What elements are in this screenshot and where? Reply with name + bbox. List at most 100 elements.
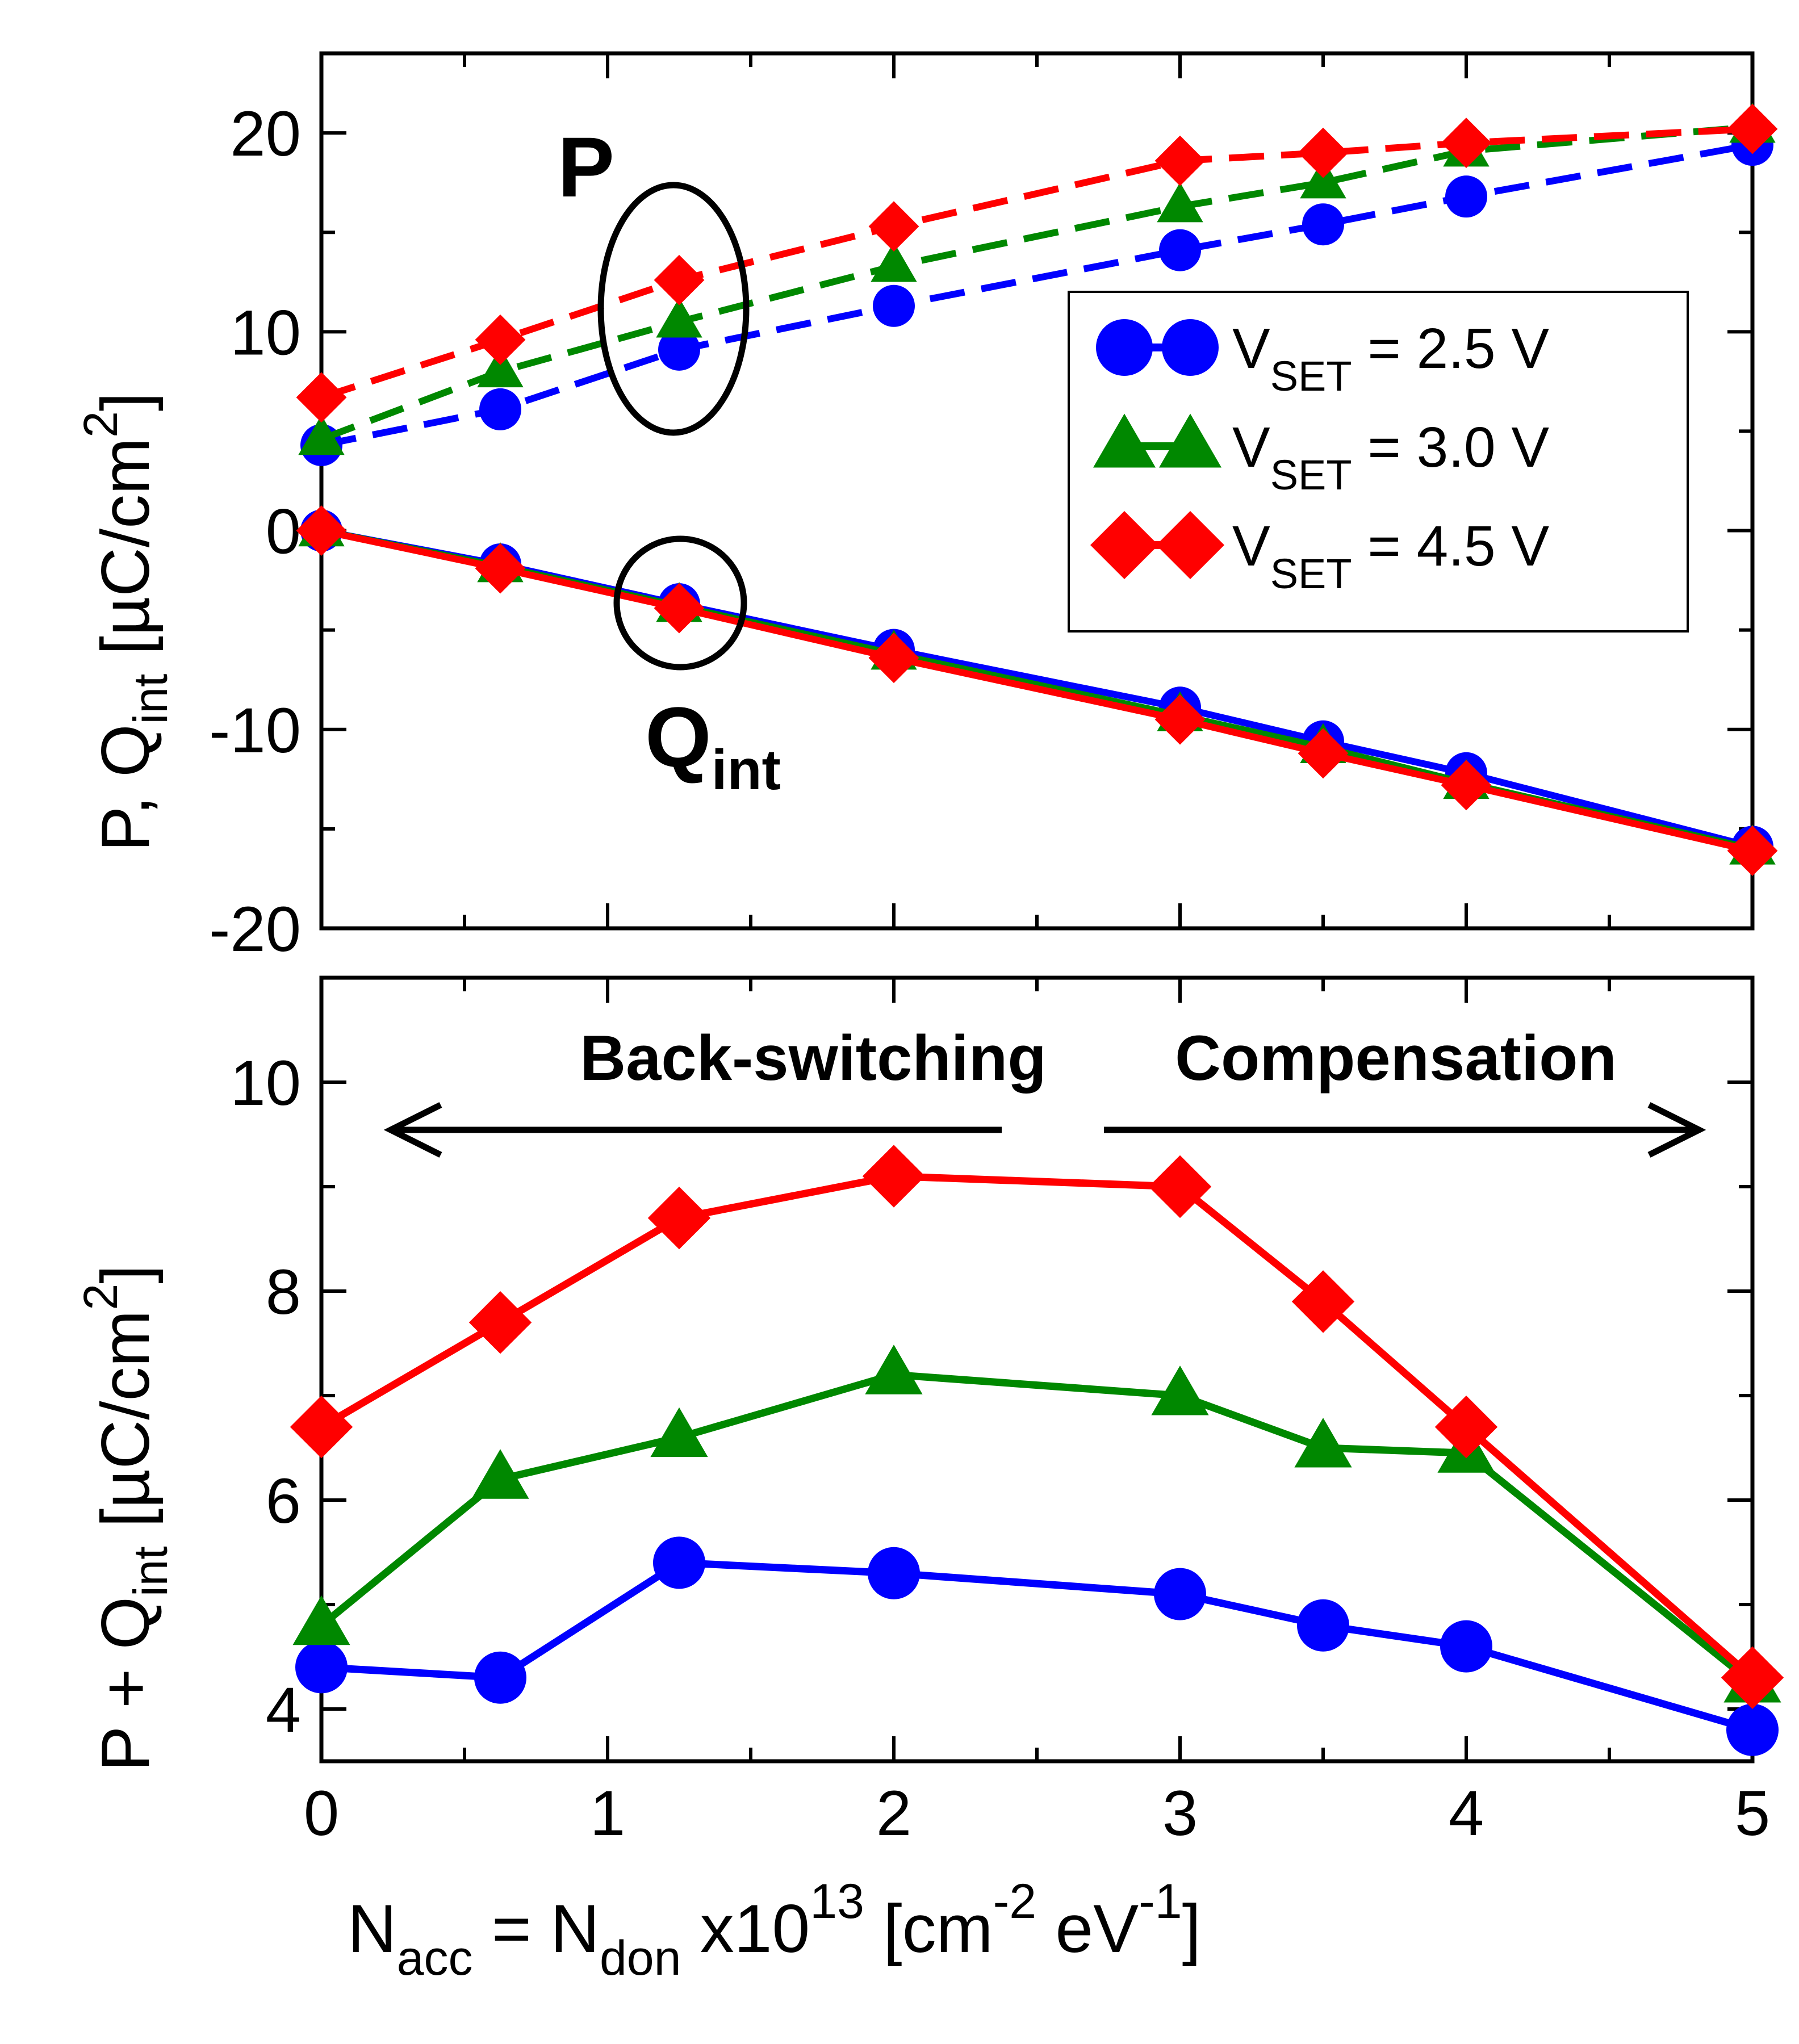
data-point [1291,1270,1355,1333]
data-point [1441,118,1492,169]
data-point [296,505,347,556]
legend-marker [1162,319,1219,376]
data-point [471,1449,529,1499]
p-group-ellipse [597,182,750,436]
back-switching-arrow [383,1102,1002,1158]
data-point [647,1187,711,1250]
data-point [295,1641,348,1694]
data-point [296,372,347,423]
data-point [654,583,705,634]
data-point [1726,1703,1779,1756]
x-tick-label: 4 [1449,1778,1484,1849]
data-point [1154,1568,1206,1620]
y-tick-label: 10 [230,297,301,368]
data-point [1151,1366,1209,1415]
x-tick-labels: 0 1 2 3 4 5 [304,1778,1770,1849]
data-point [290,1396,353,1459]
data-point [479,388,521,430]
data-point [1445,175,1487,218]
series-line [321,1559,1754,1734]
bottom-series [290,1145,1784,1756]
data-point [868,201,919,252]
y-tick-label: -20 [209,894,301,965]
compensation-arrow [1104,1102,1706,1158]
top-series [296,103,1778,876]
top-y-tick-labels: 20 10 0 -10 -20 [209,98,301,965]
data-point [1297,1599,1349,1652]
x-tick-label: 2 [876,1778,911,1849]
series-line [320,141,1754,449]
series-line [319,1172,1755,1681]
p-annotation: P [558,119,614,215]
y-tick-label: 6 [266,1465,301,1536]
y-tick-label: 0 [266,496,301,567]
data-point [654,254,705,305]
data-point [1148,1155,1212,1218]
series-line [319,1371,1755,1686]
data-point [868,633,919,684]
data-point [1300,158,1346,199]
y-tick-label: 20 [230,98,301,169]
y-tick-label: 4 [266,1674,301,1745]
data-point [298,414,345,455]
series-line [320,125,1753,401]
data-point [474,1651,526,1704]
data-point [1298,127,1349,178]
y-tick-label: -10 [209,695,301,766]
legend-marker [1156,511,1224,579]
data-point [292,1595,350,1645]
data-point [1154,694,1206,745]
data-point [468,1291,532,1354]
data-point [1721,1646,1784,1709]
legend-marker [1090,511,1158,579]
data-point [1727,103,1778,154]
data-point [1294,1418,1352,1468]
legend-marker [1159,413,1221,468]
x-tick-label: 5 [1735,1778,1770,1849]
bottom-y-tick-labels: 10 8 6 4 [230,1048,301,1745]
data-point [1440,1620,1492,1673]
data-point [658,328,700,371]
x-tick-label: 0 [304,1778,339,1849]
legend-label: VSET = 2.5 V [1232,317,1549,400]
data-point [475,314,526,365]
top-panel: 20 10 0 -10 -20 P Qint VSET = 2.5 V VSET = 3.… [74,51,1778,965]
top-ticks [320,53,1754,930]
legend-label: VSET = 4.5 V [1232,514,1549,597]
y-tick-label: 10 [230,1048,301,1119]
data-point [477,347,524,388]
x-axis-label: Nacc = Ndon x1013 [cm-2 eV-1] [348,1874,1201,1986]
legend: VSET = 2.5 V VSET = 3.0 V VSET = 4.5 V [1068,291,1689,633]
x-tick-label: 1 [590,1778,625,1849]
bottom-y-axis-label: P + Qint [µC/cm2] [74,1264,177,1771]
legend-marker [1096,319,1153,376]
data-point [1434,1396,1498,1459]
data-point [873,284,915,327]
data-point [1727,826,1778,876]
legend-label: VSET = 3.0 V [1232,416,1549,499]
bottom-plot-frame [319,975,1755,1764]
data-point [1154,135,1206,186]
legend-marker [1093,413,1156,468]
data-point [650,1407,708,1457]
data-point [1159,229,1201,271]
data-point [1302,203,1344,246]
back-switching-label: Back-switching [580,1023,1047,1094]
data-point [656,298,702,338]
data-point [475,543,526,594]
data-point [1298,728,1349,779]
x-tick-label: 3 [1162,1778,1198,1849]
top-y-axis-label: P, Qint [µC/cm2] [74,392,177,852]
data-point [653,1536,705,1589]
q-int-annotation: Qint [645,689,781,802]
compensation-label: Compensation [1175,1023,1617,1094]
data-point [1157,182,1203,223]
series-line [320,527,1754,855]
series-line [320,123,1753,443]
data-point [1441,760,1492,811]
y-tick-label: 8 [266,1256,301,1327]
bottom-panel: 10 8 6 4 0 1 2 3 4 5 Back-switching Compensation… [74,975,1784,1849]
data-point [865,1344,923,1394]
data-point [868,1547,920,1599]
